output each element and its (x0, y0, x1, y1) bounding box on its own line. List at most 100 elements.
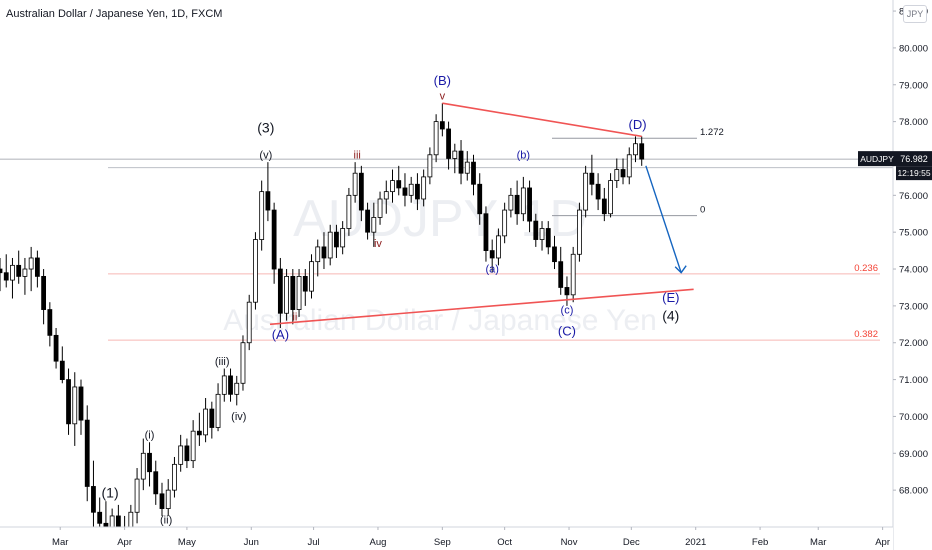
price-axis-bg (893, 0, 932, 550)
wave-label-7: (A) (272, 327, 289, 342)
candle-body-45 (277, 268, 283, 314)
y-tick-68.000: 68.000 (899, 486, 928, 497)
price-tag-value: 76.982 (900, 154, 928, 164)
price-tag-countdown: 12:19:55 (897, 168, 930, 178)
candle-body-74 (458, 150, 464, 174)
candle-body-101 (626, 154, 632, 178)
candle-body-94 (583, 172, 589, 211)
candle-body-36 (221, 375, 227, 395)
y-tick-76.000: 76.000 (899, 191, 928, 202)
y-tick-75.000: 75.000 (899, 228, 928, 239)
y-tick-74.000: 74.000 (899, 265, 928, 276)
time-axis-bg (0, 527, 893, 550)
candle-body-40 (246, 301, 252, 344)
candle-body-14 (84, 419, 90, 487)
candle-body-27 (165, 489, 171, 509)
y-tick-70.000: 70.000 (899, 412, 928, 423)
candle-body-41 (253, 239, 258, 303)
candle-body-96 (595, 183, 601, 200)
candle-body-56 (346, 194, 352, 229)
candle-body-70 (433, 121, 439, 156)
candle-body-38 (234, 382, 240, 395)
candles (0, 103, 645, 542)
x-tick-7: Oct (497, 537, 512, 548)
candle-body-89 (552, 246, 557, 263)
wave-label-19: (4) (662, 308, 679, 324)
x-tick-10: 2021 (685, 537, 706, 548)
candle-body-32 (196, 430, 202, 436)
candle-body-29 (178, 445, 184, 465)
fib-label-1.272: 1.272 (700, 127, 724, 138)
y-tick-79.000: 79.000 (899, 80, 928, 91)
candle-body-87 (539, 228, 545, 240)
candle-body-83 (514, 194, 520, 215)
wave-label-15: (c) (561, 304, 574, 316)
price-tag-symbol: AUDJPY (860, 154, 894, 164)
wave-label-18: (E) (662, 290, 679, 305)
candle-body-91 (564, 287, 570, 296)
candle-body-75 (464, 161, 470, 174)
x-tick-5: Aug (370, 537, 387, 548)
candle-body-4 (22, 268, 28, 277)
wave-label-16: (C) (558, 323, 576, 338)
wave-label-17: (D) (629, 117, 647, 132)
candle-body-51 (315, 246, 321, 263)
candle-body-59 (365, 209, 370, 233)
candle-body-99 (614, 169, 620, 181)
currency-badge[interactable]: JPY (903, 5, 927, 23)
candle-body-102 (633, 143, 638, 156)
candle-body-48 (296, 275, 302, 310)
candle-body-57 (352, 172, 358, 196)
candle-body-58 (358, 172, 364, 211)
candle-body-9 (53, 334, 59, 362)
wave-label-11: (B) (434, 73, 451, 88)
candle-body-6 (34, 257, 40, 277)
candle-body-46 (284, 275, 289, 314)
candle-body-8 (47, 309, 53, 336)
candle-body-103 (639, 143, 645, 160)
candle-body-44 (271, 209, 277, 270)
candle-body-76 (471, 161, 476, 185)
candle-body-1 (3, 272, 9, 281)
price-tag-value-bg (896, 151, 932, 167)
wave-label-0: (1) (102, 485, 119, 501)
fib-label-0.236: 0.236 (854, 263, 878, 274)
trendline-upper (442, 102, 642, 138)
candle-body-47 (290, 275, 296, 310)
wave-label-5: (v) (259, 149, 272, 161)
wave-label-10: iv (374, 238, 382, 250)
candle-body-52 (321, 246, 327, 259)
candle-body-61 (377, 198, 383, 218)
candle-body-84 (520, 187, 526, 215)
candle-body-28 (172, 463, 177, 491)
candle-body-86 (533, 220, 539, 240)
fib-levels: 1.272 0 0.236 0.382 (0, 127, 893, 341)
candle-body-98 (608, 180, 613, 215)
candle-body-25 (153, 471, 159, 495)
candle-body-54 (334, 231, 339, 248)
candle-body-42 (259, 191, 265, 240)
candle-body-30 (184, 445, 190, 462)
wave-label-2: (ii) (160, 514, 172, 526)
x-tick-3: Jun (244, 537, 259, 548)
candle-body-34 (209, 408, 215, 428)
candle-body-78 (483, 213, 489, 252)
x-tick-6: Sep (434, 537, 451, 548)
candle-body-90 (558, 261, 564, 288)
y-tick-80.000: 80.000 (899, 43, 928, 54)
candle-body-67 (415, 183, 420, 200)
wave-label-1: (i) (145, 430, 155, 442)
y-tick-72.000: 72.000 (899, 338, 928, 349)
candle-body-60 (371, 217, 377, 233)
x-tick-12: Mar (810, 537, 826, 548)
x-tick-11: Feb (752, 537, 768, 548)
candle-body-63 (390, 180, 395, 193)
trendline-lower (269, 288, 694, 326)
wave-label-14: (b) (517, 149, 530, 161)
candle-body-2 (10, 264, 15, 281)
candle-body-95 (589, 172, 595, 185)
candle-body-12 (72, 386, 78, 425)
candle-body-77 (477, 183, 483, 215)
